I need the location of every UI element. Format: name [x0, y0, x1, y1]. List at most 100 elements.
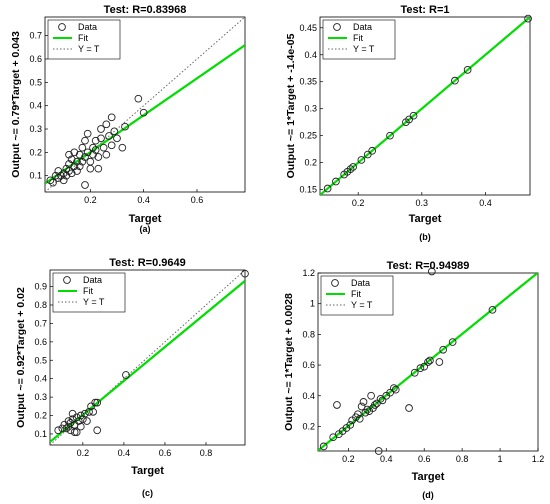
data-point	[49, 178, 57, 187]
x-tick-label: 0.8	[456, 454, 469, 464]
data-point	[333, 401, 341, 409]
y-tick-label: 0.35	[299, 77, 317, 87]
data-point	[75, 150, 84, 159]
data-point	[353, 410, 362, 419]
y-tick-label: 0.25	[299, 131, 317, 141]
data-point	[113, 134, 121, 143]
data-point	[81, 181, 89, 189]
x-tick-label: 0.2	[84, 195, 97, 205]
fit-line	[50, 280, 245, 443]
data-point	[107, 141, 116, 150]
y-tick-label: 0.45	[299, 23, 317, 33]
x-tick-label: 0.2	[77, 448, 90, 458]
fit-line	[320, 17, 530, 195]
y-axis-label: Output ~= 1*Target + 0.0028	[283, 293, 295, 431]
y-tick-label: 0.7	[34, 318, 47, 328]
data-point	[91, 146, 100, 154]
chart-title: Test: R=0.94989	[387, 260, 470, 272]
data-point	[134, 94, 143, 103]
legend-box	[47, 19, 121, 60]
data-point	[386, 131, 394, 140]
data-point	[378, 396, 387, 405]
y-tick-label: 0.8	[302, 329, 315, 339]
data-point	[107, 113, 116, 122]
data-point	[74, 417, 83, 425]
data-point	[332, 177, 340, 186]
x-tick-label: 0.4	[137, 195, 150, 205]
data-point	[54, 167, 63, 175]
data-point	[75, 162, 84, 171]
legend-data-marker	[333, 23, 341, 31]
y-tick-label: 0.4	[29, 101, 42, 111]
legend-entry: Fit	[78, 33, 88, 43]
y-tick-label: 0.9	[34, 282, 47, 292]
data-point	[66, 419, 75, 427]
y-tick-label: 0.3	[29, 124, 42, 134]
y-tick-label: 0.2	[29, 147, 42, 157]
data-point	[78, 415, 87, 424]
x-tick-label: 0.2	[352, 198, 365, 208]
y-tick-label: 0.3	[304, 104, 317, 114]
data-point	[346, 421, 355, 429]
legend-entry: Y = T	[351, 300, 373, 310]
y-tick-label: 0.15	[299, 185, 317, 195]
data-point	[67, 169, 76, 178]
data-point	[363, 150, 372, 159]
data-point	[139, 108, 148, 117]
data-point	[416, 364, 425, 372]
data-point	[346, 165, 355, 173]
data-point	[65, 150, 73, 159]
data-point	[391, 385, 400, 394]
data-point	[70, 162, 79, 171]
panel-label: (a)	[140, 224, 151, 234]
y-tick-label: 0.6	[34, 337, 47, 347]
data-point	[363, 405, 372, 414]
legend-entry: Y = T	[83, 297, 105, 307]
data-point	[62, 171, 71, 180]
data-point	[93, 398, 102, 407]
data-point	[323, 184, 332, 193]
x-axis-label: Target	[412, 471, 445, 483]
data-point	[371, 401, 379, 409]
data-point	[46, 176, 55, 185]
legend-entry: Fit	[351, 289, 361, 299]
panel-label: (b)	[419, 232, 431, 242]
legend-box	[320, 275, 394, 316]
y-tick-label: 0.8	[34, 300, 47, 310]
data-point	[59, 176, 68, 185]
data-point	[81, 136, 89, 145]
data-point	[463, 66, 472, 74]
legend-entry: Fit	[353, 33, 363, 43]
data-point	[451, 76, 459, 85]
data-point	[76, 411, 85, 420]
data-point	[72, 428, 81, 436]
legend-box	[322, 19, 396, 60]
data-point	[121, 122, 129, 131]
y-axis-label: Output ~= 0.92*Target + 0.02	[15, 287, 27, 428]
data-point	[349, 163, 357, 171]
data-point	[97, 125, 105, 133]
panel-label: (d)	[422, 490, 434, 500]
y-tick-label: 0.4	[304, 50, 317, 60]
data-point	[427, 267, 436, 276]
identity-line	[50, 270, 245, 445]
chart-title: Test: R=0.83968	[104, 4, 187, 16]
legend-data-marker	[58, 23, 66, 31]
data-point	[319, 442, 328, 451]
y-tick-label: 0.7	[29, 31, 42, 41]
data-point	[94, 164, 103, 173]
data-point	[83, 129, 92, 138]
data-point	[409, 111, 418, 120]
data-point	[81, 409, 89, 418]
x-tick-label: 1.2	[532, 454, 545, 464]
legend-entry: Data	[351, 278, 370, 288]
data-point	[70, 428, 79, 436]
data-point	[78, 157, 87, 166]
x-tick-label: 0.6	[159, 448, 172, 458]
data-point	[374, 447, 383, 455]
identity-line	[45, 17, 245, 192]
data-point	[54, 426, 63, 435]
data-point	[93, 426, 102, 435]
data-point	[448, 338, 457, 346]
